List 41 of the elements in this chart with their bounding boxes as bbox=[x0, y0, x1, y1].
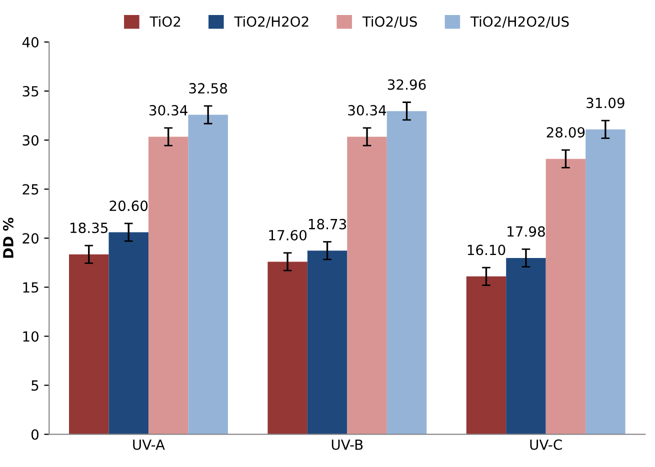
bar bbox=[506, 258, 546, 434]
data-label: 32.58 bbox=[189, 83, 227, 94]
y-tick-label: 35 bbox=[22, 86, 38, 97]
y-tick-label: 40 bbox=[22, 37, 38, 48]
data-label: 18.73 bbox=[308, 218, 346, 230]
bar bbox=[108, 232, 148, 434]
x-tick-label: UV-A bbox=[133, 440, 165, 450]
y-tick-label: 0 bbox=[31, 429, 38, 440]
y-tick-label: 10 bbox=[23, 331, 38, 342]
data-label: 30.34 bbox=[150, 105, 188, 116]
data-label: 16.10 bbox=[468, 244, 506, 256]
bar bbox=[148, 136, 188, 434]
data-label: 28.09 bbox=[546, 127, 585, 138]
data-label: 30.34 bbox=[348, 105, 386, 116]
x-tick-label: UV-C bbox=[530, 439, 562, 450]
bar bbox=[586, 129, 626, 434]
y-tick-label: 20 bbox=[22, 233, 38, 244]
bar bbox=[386, 111, 427, 434]
bar bbox=[347, 136, 387, 434]
data-label: 17.60 bbox=[269, 230, 307, 240]
y-axis-title: DD % bbox=[2, 218, 14, 258]
legend-label: TiO2/H2O2/US bbox=[470, 16, 569, 28]
y-tick-label: 15 bbox=[23, 282, 38, 293]
data-label: 32.96 bbox=[388, 79, 426, 90]
bar bbox=[546, 158, 586, 434]
data-label: 18.35 bbox=[70, 222, 108, 234]
bar bbox=[68, 254, 109, 434]
data-label: 31.09 bbox=[586, 98, 624, 108]
legend-label: TiO2/US bbox=[362, 16, 417, 28]
data-label: 17.98 bbox=[508, 226, 545, 237]
data-label: 20.60 bbox=[110, 200, 148, 212]
bar bbox=[188, 114, 228, 434]
bar bbox=[307, 250, 348, 434]
legend-label: TiO2 bbox=[150, 16, 180, 27]
bar bbox=[466, 276, 506, 434]
legend-label: TiO2/H2O2 bbox=[234, 16, 308, 28]
bar bbox=[268, 262, 308, 434]
y-tick-label: 25 bbox=[22, 184, 38, 195]
y-tick-label: 30 bbox=[22, 135, 38, 146]
y-tick-label: 5 bbox=[32, 380, 38, 391]
x-tick-label: UV-B bbox=[332, 440, 363, 450]
